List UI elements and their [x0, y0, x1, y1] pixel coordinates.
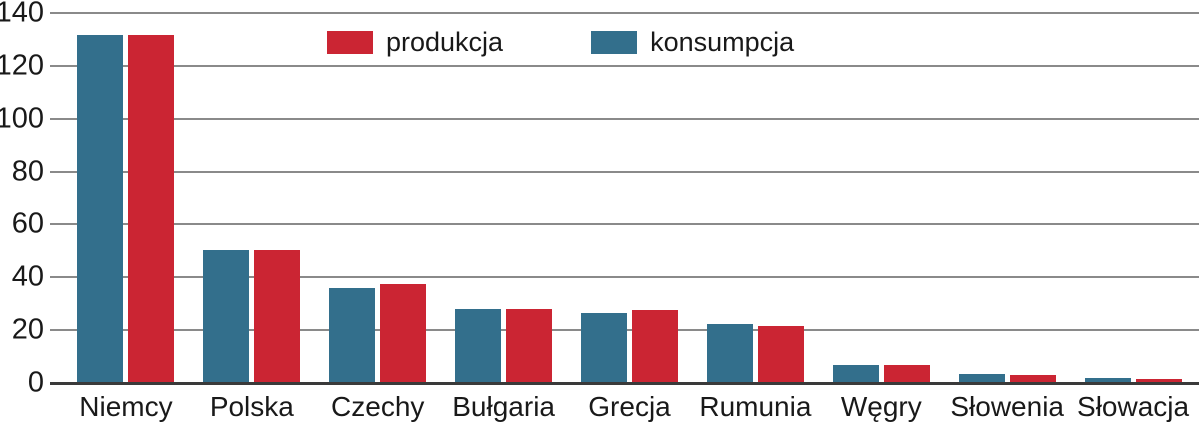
x-label-bulgaria: Bułgaria — [452, 391, 555, 422]
y-tick-label-60: 60 — [11, 207, 44, 240]
bar-konsumpcja-niemcy — [77, 35, 124, 383]
bar-konsumpcja-czechy — [329, 287, 376, 383]
bar-produkcja-slowenia — [1009, 374, 1056, 383]
bar-group-polska — [189, 13, 315, 383]
bar-konsumpcja-rumunia — [706, 323, 753, 383]
plot-area — [63, 13, 1196, 383]
legend-swatch-konsumpcja — [591, 31, 638, 54]
y-tick-label-80: 80 — [11, 155, 44, 188]
bar-konsumpcja-slowenia — [958, 373, 1005, 383]
bar-group-rumunia — [692, 13, 818, 383]
gridline-60 — [50, 223, 1199, 226]
x-label-slowenia: Słowenia — [950, 391, 1064, 422]
legend-item-konsumpcja: konsumpcja — [591, 29, 794, 56]
bar-konsumpcja-polska — [203, 249, 250, 383]
x-label-wegry: Węgry — [840, 391, 922, 422]
bar-produkcja-grecja — [632, 310, 678, 383]
legend-label-konsumpcja: konsumpcja — [650, 27, 795, 57]
x-axis-category-labels: Niemcy Polska Czechy Bułgaria Grecja Rumunia W… — [63, 391, 1196, 423]
bar-produkcja-czechy — [380, 283, 427, 383]
x-label-slowacja: Słowacja — [1077, 391, 1190, 422]
bar-konsumpcja-bulgaria — [455, 309, 502, 383]
bar-group-grecja — [567, 13, 693, 383]
bar-konsumpcja-wegry — [832, 364, 879, 383]
y-axis-tick-labels: 0 20 40 60 80 100 120 140 — [0, 0, 44, 397]
y-tick-label-120: 120 — [0, 49, 44, 82]
bar-group-czechy — [315, 13, 441, 383]
bar-produkcja-polska — [254, 249, 301, 383]
gridline-80 — [50, 170, 1199, 173]
bar-produkcja-bulgaria — [506, 309, 553, 383]
x-label-niemcy: Niemcy — [79, 391, 173, 422]
y-tick-label-140: 140 — [0, 0, 44, 29]
x-label-polska: Polska — [209, 391, 294, 422]
gridline-140 — [50, 12, 1199, 14]
x-axis-line — [50, 382, 1199, 385]
bar-produkcja-niemcy — [128, 35, 175, 383]
y-tick-label-20: 20 — [11, 313, 44, 346]
x-label-czechy: Czechy — [331, 391, 425, 422]
bar-group-niemcy — [63, 13, 189, 383]
legend-item-produkcja: produkcja — [327, 29, 503, 56]
x-label-rumunia: Rumunia — [699, 391, 812, 422]
legend: produkcja konsumpcja — [327, 29, 794, 56]
bar-konsumpcja-grecja — [581, 312, 627, 383]
y-tick-label-0: 0 — [27, 366, 44, 399]
bar-group-bulgaria — [441, 13, 567, 383]
bar-produkcja-slowacja — [1135, 379, 1182, 383]
x-label-grecja: Grecja — [588, 391, 671, 422]
legend-label-produkcja: produkcja — [386, 27, 504, 57]
bar-produkcja-rumunia — [757, 326, 804, 383]
gridline-120 — [50, 64, 1199, 67]
legend-swatch-produkcja — [327, 31, 373, 54]
bar-group-slowenia — [944, 13, 1070, 383]
gridline-40 — [50, 276, 1199, 279]
bar-konsumpcja-slowacja — [1084, 377, 1131, 383]
bar-group-slowacja — [1070, 13, 1196, 383]
gridline-100 — [50, 117, 1199, 120]
bar-produkcja-wegry — [883, 364, 930, 383]
y-tick-label-40: 40 — [11, 260, 44, 293]
y-tick-label-100: 100 — [0, 102, 44, 135]
bar-group-wegry — [818, 13, 944, 383]
